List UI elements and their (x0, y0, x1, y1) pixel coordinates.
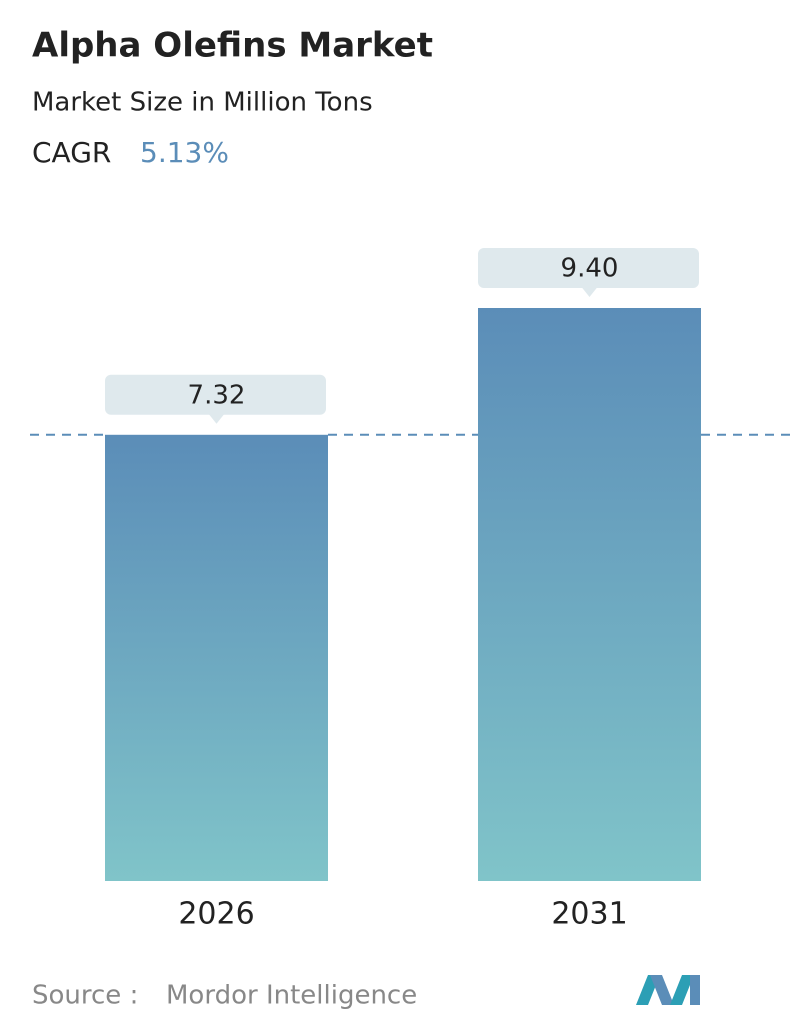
value-label-pointer (581, 287, 598, 297)
chart-subtitle: Market Size in Million Tons (32, 88, 373, 118)
x-tick-label: 2026 (178, 897, 254, 932)
cagr-value: 5.13% (140, 136, 229, 169)
logo (636, 975, 700, 1005)
value-label-pointer (208, 413, 225, 424)
value-label: 9.40 (561, 254, 619, 284)
source: Mordor Intelligence (166, 981, 417, 1011)
bar (478, 308, 701, 881)
cagr-label: CAGR (32, 136, 111, 169)
chart-title: Alpha Olefins Market (32, 26, 433, 66)
x-tick-label: 2031 (551, 897, 627, 932)
value-label-box (105, 374, 326, 415)
value-label: 7.32 (188, 380, 246, 410)
source-label: Source : (32, 981, 138, 1011)
value-label-box (478, 248, 699, 288)
bar (105, 434, 328, 881)
